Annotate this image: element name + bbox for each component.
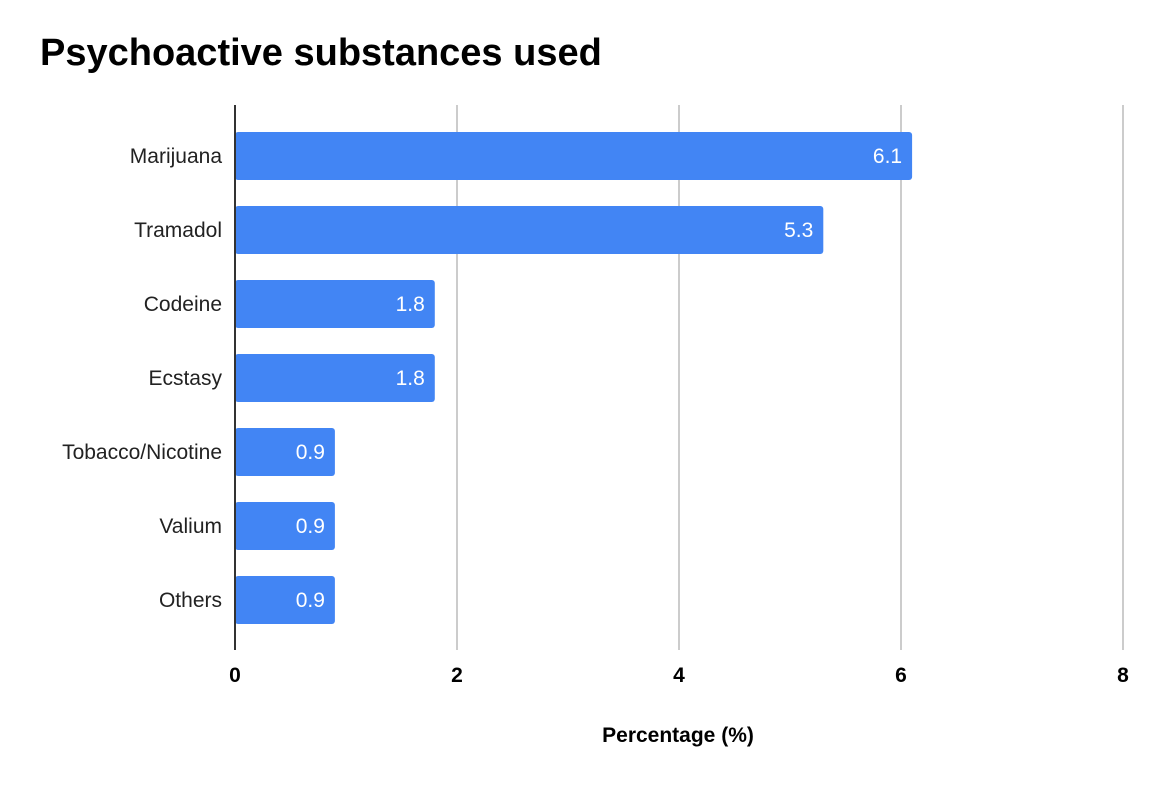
x-tick-label: 4 <box>673 664 685 687</box>
data-labels: 6.1 5.3 1.8 1.8 0.9 0.9 0.9 <box>296 145 902 612</box>
bar-ecstasy <box>235 354 435 402</box>
x-tick-label: 6 <box>895 664 907 687</box>
category-label: Codeine <box>144 293 222 316</box>
category-label: Ecstasy <box>148 367 222 390</box>
x-tick-label: 2 <box>451 664 463 687</box>
data-label: 0.9 <box>296 589 325 612</box>
category-labels: Marijuana Tramadol Codeine Ecstasy Tobacco/N… <box>62 145 222 612</box>
bar-codeine <box>235 280 435 328</box>
gridlines <box>456 105 1124 650</box>
data-label: 5.3 <box>784 219 813 242</box>
data-label: 0.9 <box>296 441 325 464</box>
data-label: 6.1 <box>873 145 902 168</box>
chart-title: Psychoactive substances used <box>40 32 602 74</box>
category-label: Valium <box>159 515 222 538</box>
x-tick-label: 8 <box>1117 664 1129 687</box>
bar-tramadol <box>235 206 824 254</box>
bar-others <box>235 576 335 624</box>
bar-marijuana <box>235 132 913 180</box>
x-tick-label: 0 <box>229 664 241 687</box>
bar-valium <box>235 502 335 550</box>
x-axis-title: Percentage (%) <box>602 724 754 747</box>
bar-tobacco-nicotine <box>235 428 335 476</box>
category-label: Others <box>159 589 222 612</box>
data-label: 1.8 <box>396 367 425 390</box>
x-tick-labels: 0 2 4 6 8 <box>229 664 1129 687</box>
category-label: Tramadol <box>134 219 222 242</box>
data-label: 0.9 <box>296 515 325 538</box>
data-label: 1.8 <box>396 293 425 316</box>
category-label: Marijuana <box>130 145 223 168</box>
category-label: Tobacco/Nicotine <box>62 441 222 464</box>
bars <box>235 132 913 624</box>
